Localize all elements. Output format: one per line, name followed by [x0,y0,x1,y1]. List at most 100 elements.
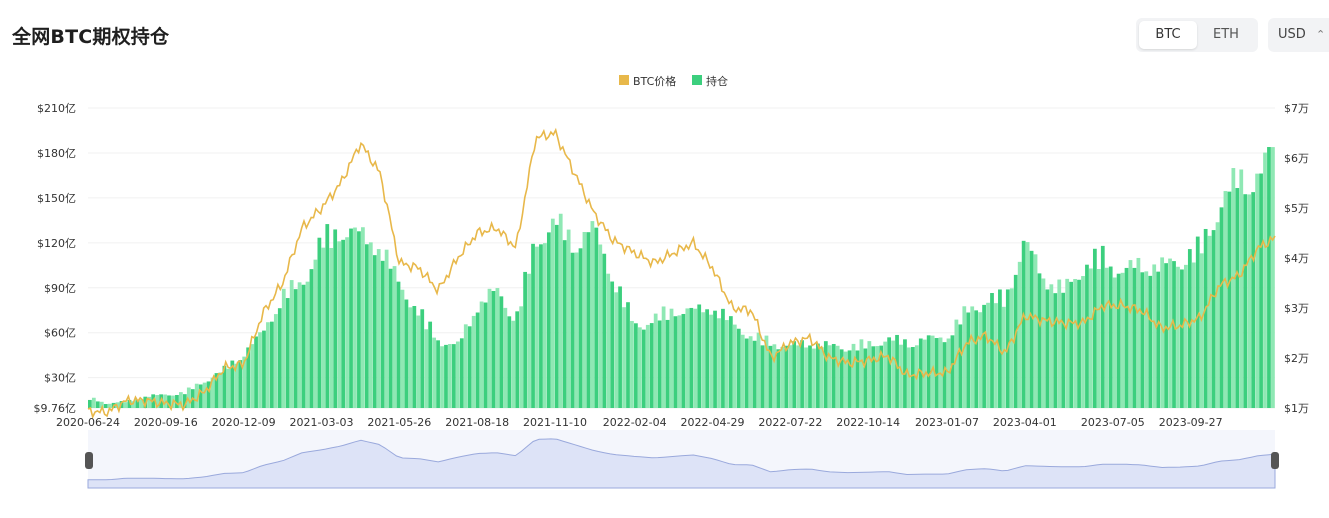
x-axis-tick-label: 2021-03-03 [290,416,354,429]
oi-bar [641,329,646,408]
oi-bar [1104,267,1109,408]
oi-bar [1184,264,1188,408]
oi-bar [329,247,334,408]
oi-bar [487,288,492,408]
oi-bar [1077,279,1081,408]
chevron-up-down-icon: ⌃ [1316,28,1326,41]
oi-bar [325,224,330,408]
oi-bar [1013,274,1018,408]
oi-bar [135,399,140,408]
oi-bar [562,240,567,408]
oi-bar [206,381,211,408]
navigator-handle-right[interactable] [1271,452,1279,469]
oi-bar [618,286,622,408]
currency-select-value: USD [1278,27,1306,42]
oi-bar [926,335,931,408]
oi-bar [337,241,342,408]
oi-bar [736,328,741,408]
x-axis-tick-label: 2022-07-22 [758,416,822,429]
oi-bar [1124,267,1129,408]
oi-bar [1096,269,1101,408]
oi-bar [990,293,994,408]
oi-bar [918,338,923,408]
oi-bar [748,336,753,408]
oi-bar [930,335,935,408]
oi-bar [630,320,634,408]
oi-bar [436,340,440,408]
oi-bar [673,316,678,408]
oi-bar [764,335,769,408]
oi-bar [831,343,836,408]
currency-select[interactable]: USD ⌃ [1268,18,1329,52]
oi-bar [182,394,187,408]
oi-bar [851,343,856,408]
oi-bar [910,347,915,408]
oi-bar [273,314,278,408]
oi-bar [1120,272,1125,408]
oi-bar [539,244,543,408]
oi-bar [463,324,468,408]
oi-bar [1037,273,1042,408]
oi-bar [238,360,243,408]
oi-bar [361,227,365,408]
btc-price-path [87,127,1276,420]
right-axis-tick-label: $4万 [1284,252,1309,265]
navigator-handle-left[interactable] [85,452,93,469]
oi-bar [444,344,448,408]
right-axis-tick-label: $5万 [1284,202,1309,215]
oi-bar [313,259,318,408]
oi-bar [491,291,496,408]
oi-bar [281,288,286,408]
oi-bar [88,399,92,408]
oi-bar [1065,278,1070,408]
oi-bar [1168,258,1172,408]
oi-bar [875,346,880,408]
oi-bar [653,313,658,408]
navigator-area [87,438,1276,489]
oi-bar [1219,207,1224,408]
oi-bar [515,311,520,408]
left-axis-tick-label: $60亿 [44,327,76,340]
x-axis-tick-label: 2023-04-01 [993,416,1057,429]
oi-bar [179,392,183,408]
oi-bar [455,341,460,408]
oi-bar [606,273,611,408]
oi-bar [364,244,369,408]
oi-bar [558,213,563,408]
oi-bar [143,396,148,408]
oi-bar [1073,278,1077,408]
legend: BTC价格 持仓 [619,74,728,88]
x-axis-tick-label: 2023-09-27 [1159,416,1223,429]
oi-bar [728,316,733,408]
oi-bar [341,239,345,408]
legend-label-price: BTC价格 [633,74,676,88]
oi-bar [1041,278,1046,408]
legend-label-oi: 持仓 [706,74,728,88]
oi-bar [1029,250,1034,408]
left-axis: $9.76亿 $30亿 $60亿 $90亿 $120亿 $150亿 $180亿 $210亿 [34,102,77,415]
oi-bar [392,266,397,408]
oi-bar [717,318,721,408]
oi-bar [863,348,868,408]
oi-bar [657,320,662,408]
x-axis-tick-label: 2023-01-07 [915,416,979,429]
right-axis-tick-label: $6万 [1284,152,1309,165]
tab-btc[interactable]: BTC [1139,21,1197,49]
tab-eth[interactable]: ETH [1213,27,1239,42]
oi-bar [1152,264,1157,408]
oi-bar [1116,273,1121,408]
oi-bar [899,344,903,408]
x-axis-tick-label: 2022-02-04 [603,416,667,429]
oi-bar [610,281,615,408]
oi-bar [91,397,96,408]
oi-bar [958,324,963,408]
oi-bar [934,338,939,408]
oi-bar [1085,264,1089,408]
left-axis-tick-label: $90亿 [44,282,76,295]
oi-bar [582,232,587,408]
oi-bar [448,344,452,408]
oi-bar [1092,248,1097,408]
oi-bar [843,351,848,408]
x-axis: 2020-06-24 2020-09-16 2020-12-09 2021-03-03… [56,416,1223,429]
asset-toggle: BTC ETH [1136,18,1258,52]
